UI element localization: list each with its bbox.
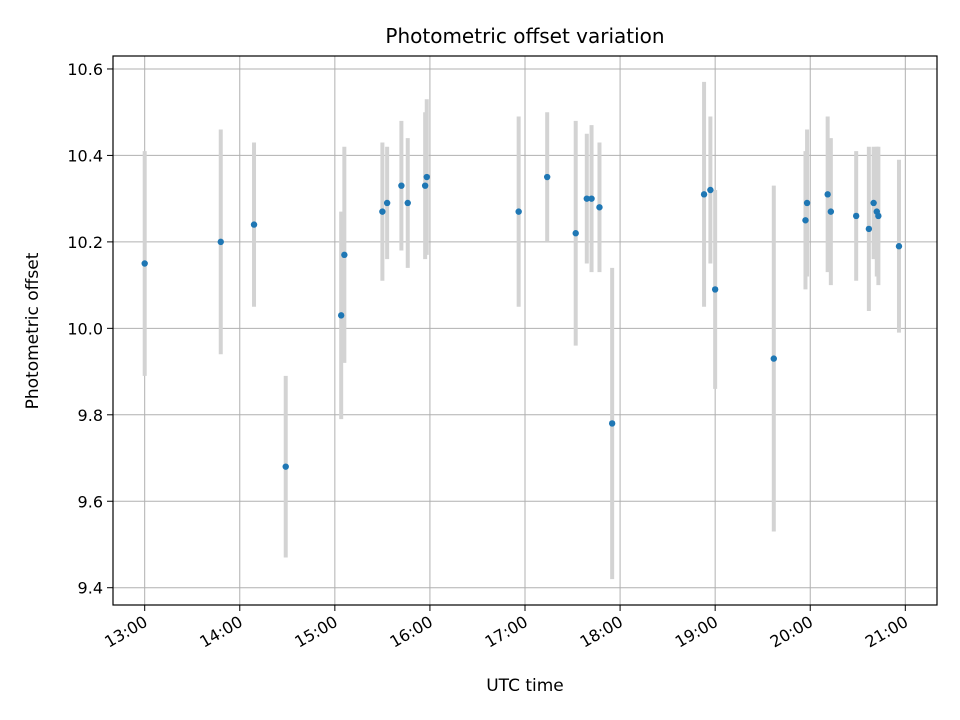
data-point xyxy=(852,212,860,220)
data-point xyxy=(770,355,777,362)
grid xyxy=(113,56,937,605)
data-point xyxy=(341,251,348,259)
data-point xyxy=(250,221,258,228)
y-tick-label: 10.2 xyxy=(67,233,103,252)
data-point xyxy=(895,243,903,250)
data-point xyxy=(379,208,386,215)
x-tick-label: 21:00 xyxy=(862,612,911,652)
data-point xyxy=(423,173,430,181)
x-tick-label: 13:00 xyxy=(101,612,150,652)
data-point xyxy=(398,182,405,189)
data-point xyxy=(217,238,224,246)
y-axis: 9.4 9.6 9.8 10.0 10.2 10.4 10.6 xyxy=(67,60,113,598)
data-point xyxy=(543,173,551,181)
data-point xyxy=(141,260,148,267)
data-point xyxy=(827,208,835,215)
data-point xyxy=(383,199,391,207)
data-point xyxy=(515,208,522,215)
x-tick-label: 14:00 xyxy=(196,612,245,652)
y-tick-label: 9.6 xyxy=(78,492,103,511)
x-tick-label: 17:00 xyxy=(482,612,531,652)
y-tick-label: 10.6 xyxy=(67,60,103,79)
x-tick-label: 19:00 xyxy=(672,612,721,652)
data-point xyxy=(865,225,873,233)
data-point xyxy=(404,199,411,207)
data-point xyxy=(608,420,616,427)
error-bars xyxy=(142,81,901,580)
data-point xyxy=(583,195,590,202)
y-tick-label: 9.8 xyxy=(78,406,103,425)
data-point xyxy=(588,195,595,202)
x-axis-label: UTC time xyxy=(486,676,564,696)
y-tick-label: 9.4 xyxy=(78,579,103,598)
data-point xyxy=(875,212,882,220)
x-tick-label: 15:00 xyxy=(291,612,340,652)
data-point xyxy=(700,191,708,198)
data-point xyxy=(824,191,831,198)
data-point xyxy=(707,186,714,194)
data-point xyxy=(802,217,809,224)
data-point xyxy=(572,230,579,237)
data-point xyxy=(282,463,289,470)
y-axis-label: Photometric offset xyxy=(23,252,43,409)
data-point xyxy=(870,199,877,207)
data-points xyxy=(141,173,903,470)
y-tick-label: 10.4 xyxy=(67,146,103,165)
data-point xyxy=(803,199,811,207)
data-point xyxy=(337,312,345,319)
data-point xyxy=(596,204,603,211)
x-tick-label: 18:00 xyxy=(577,612,626,652)
x-tick-label: 16:00 xyxy=(386,612,435,652)
chart-title: Photometric offset variation xyxy=(385,24,664,48)
y-tick-label: 10.0 xyxy=(67,319,103,338)
data-point xyxy=(421,182,429,189)
x-axis: 13:00 14:00 15:00 16:00 17:00 18:00 19:00 20:00… xyxy=(101,605,911,652)
x-tick-label: 20:00 xyxy=(767,612,816,652)
data-point xyxy=(711,286,719,293)
